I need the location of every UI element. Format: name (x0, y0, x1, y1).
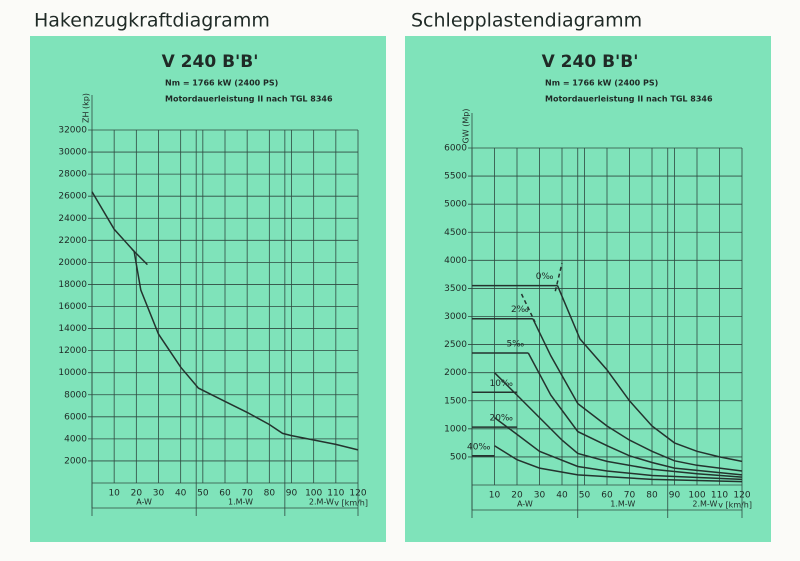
curve (494, 416, 743, 481)
y-tick-label: 5500 (444, 172, 467, 182)
y-tick-label: 26000 (58, 192, 87, 202)
subtitle: Nm = 1766 kW (2400 PS) (545, 79, 658, 88)
y-tick-label: 30000 (58, 148, 87, 158)
y-tick-label: 12000 (58, 346, 87, 356)
series-label: 0‰ (536, 272, 554, 282)
curve (527, 352, 743, 476)
x-tick-label: 80 (646, 491, 658, 501)
curve (554, 262, 563, 292)
y-tick-label: 8000 (64, 390, 87, 400)
curve (520, 293, 536, 323)
series-label: 20‰ (489, 414, 513, 424)
y-tick-label: 22000 (58, 236, 87, 246)
x-tick-label: 20 (131, 489, 143, 499)
heading: V 240 B'B' (542, 52, 639, 72)
y-tick-label: 6000 (64, 412, 87, 422)
y-tick-label: 2000 (64, 456, 87, 466)
x-tick-label: 90 (286, 489, 298, 499)
y-tick-label: 6000 (444, 144, 467, 154)
x-tick-label: 110 (327, 489, 344, 499)
x-tick-label: 70 (624, 491, 636, 501)
x-tick-label: 90 (669, 491, 681, 501)
x-tick-label: 80 (264, 489, 276, 499)
x-tick-label: 10 (489, 491, 501, 501)
y-tick-label: 24000 (58, 214, 87, 224)
range-label: 1.M-W (228, 498, 253, 507)
x-tick-label: 10 (108, 489, 120, 499)
y-tick-label: 1500 (444, 396, 467, 406)
x-tick-label: 40 (175, 489, 187, 499)
y-tick-label: 4000 (64, 434, 87, 444)
y-tick-label: 5000 (444, 200, 467, 210)
y-axis-label: GW (Mp) (462, 109, 471, 144)
series-label: 40‰ (467, 442, 491, 452)
range-label: A-W (136, 498, 152, 507)
panel (405, 36, 771, 542)
x-axis-label: v [km/h] (334, 499, 368, 508)
y-tick-label: 32000 (58, 126, 87, 136)
y-tick-label: 2500 (444, 340, 467, 350)
x-tick-label: 60 (219, 489, 231, 499)
y-tick-label: 2000 (444, 368, 467, 378)
y-tick-label: 3000 (444, 312, 467, 322)
page-title: Hakenzugkraftdiagramm (34, 10, 270, 32)
y-tick-label: 4500 (444, 228, 467, 238)
x-tick-label: 50 (197, 489, 209, 499)
y-tick-label: 16000 (58, 302, 87, 312)
x-tick-label: 20 (511, 491, 523, 501)
range-label: 2.M-W (692, 500, 717, 509)
y-tick-label: 500 (450, 452, 467, 462)
x-tick-label: 40 (556, 491, 568, 501)
range-label: 2.M-W (309, 498, 334, 507)
note: Motordauerleistung II nach TGL 8346 (165, 95, 333, 104)
y-tick-label: 28000 (58, 170, 87, 180)
range-label: 1.M-W (610, 500, 635, 509)
x-tick-label: 110 (711, 491, 728, 501)
panel (30, 36, 386, 542)
y-tick-label: 4000 (444, 256, 467, 266)
x-tick-label: 30 (534, 491, 546, 501)
y-tick-label: 20000 (58, 258, 87, 268)
x-tick-label: 70 (241, 489, 253, 499)
page-title: Schlepplastendiagramm (411, 10, 642, 32)
x-tick-label: 30 (153, 489, 165, 499)
curve (131, 248, 148, 266)
series-label: 2‰ (511, 305, 529, 315)
curve (494, 445, 743, 483)
range-label: A-W (517, 500, 533, 509)
y-tick-label: 1000 (444, 424, 467, 434)
x-tick-label: 100 (305, 489, 322, 499)
x-tick-label: 50 (579, 491, 591, 501)
heading: V 240 B'B' (162, 52, 259, 72)
y-axis-label: ZH (kp) (82, 93, 91, 123)
curve (91, 191, 359, 451)
y-tick-label: 14000 (58, 324, 87, 334)
curve (532, 318, 743, 472)
x-axis-label: v [km/h] (718, 501, 752, 510)
y-tick-label: 18000 (58, 280, 87, 290)
x-tick-label: 60 (601, 491, 613, 501)
subtitle: Nm = 1766 kW (2400 PS) (165, 79, 278, 88)
series-label: 5‰ (506, 340, 524, 350)
note: Motordauerleistung II nach TGL 8346 (545, 95, 713, 104)
curve (556, 285, 743, 463)
y-tick-label: 3500 (444, 284, 467, 294)
y-tick-label: 10000 (58, 368, 87, 378)
curve (493, 372, 743, 478)
x-tick-label: 100 (688, 491, 705, 501)
series-label: 10‰ (489, 379, 513, 389)
